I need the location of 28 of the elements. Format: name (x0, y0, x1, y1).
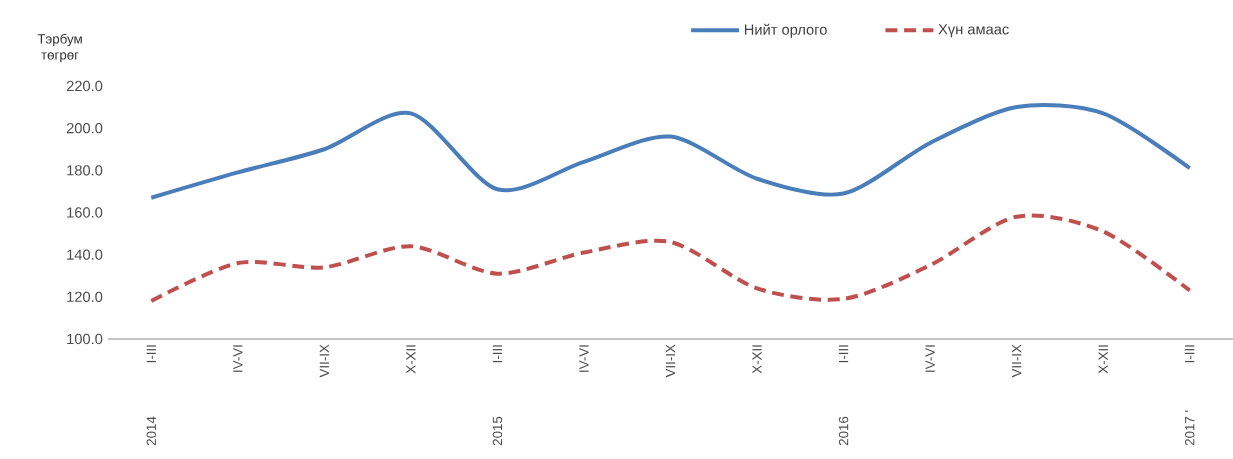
x-tick-label: IV-VI (925, 345, 935, 372)
x-tick-label: X-XII (406, 345, 416, 374)
x-tick-label: VII-IX (665, 344, 676, 378)
y-tick-label: 160.0 (67, 207, 103, 218)
x-tick-label: I-III (146, 345, 156, 363)
x-tick-label: VII-IX (319, 344, 329, 378)
y-tick-label: 220.0 (66, 80, 103, 92)
x-tick-label: I-III (1185, 345, 1195, 363)
legend-label: Хүн амаас (938, 24, 1009, 38)
text: 2016 (838, 416, 849, 446)
y-tick-label: 200.0 (66, 122, 103, 134)
x-tick-label: X-XII (752, 345, 762, 374)
x-tick-label: X-XII (1098, 345, 1108, 374)
text: 2015 (492, 416, 503, 446)
x-tick-label: I-III (838, 345, 849, 363)
x-tick-label: VII-IX (1012, 344, 1022, 378)
text: 2014 (146, 416, 156, 446)
y-tick-label: 100.0 (67, 333, 103, 345)
y-axis-title: Тэрбум төгрөг (37, 33, 82, 63)
y-tick-label: 180.0 (67, 165, 103, 176)
y-tick-label: 120.0 (67, 291, 103, 303)
x-tick-label: I-III (492, 345, 503, 363)
legend-label: Нийт орлого (744, 23, 827, 38)
x-tick-label: IV-VI (233, 345, 243, 372)
x-tick-label: IV-VI (579, 345, 589, 372)
line-series (149, 213, 1192, 304)
y-tick-label: 140.0 (67, 249, 103, 260)
text: 2017 ' (1185, 410, 1195, 446)
